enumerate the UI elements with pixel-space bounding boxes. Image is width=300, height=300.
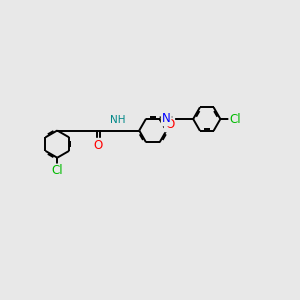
Text: Cl: Cl (229, 112, 241, 125)
Text: N: N (162, 112, 170, 125)
Text: Cl: Cl (51, 164, 63, 178)
Text: O: O (94, 139, 103, 152)
Text: O: O (165, 118, 174, 131)
Text: NH: NH (110, 115, 125, 125)
